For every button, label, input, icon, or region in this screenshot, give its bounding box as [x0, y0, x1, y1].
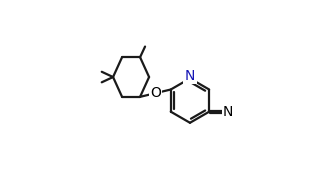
Text: O: O: [150, 86, 161, 100]
Text: N: N: [185, 69, 195, 83]
Text: N: N: [223, 105, 233, 119]
